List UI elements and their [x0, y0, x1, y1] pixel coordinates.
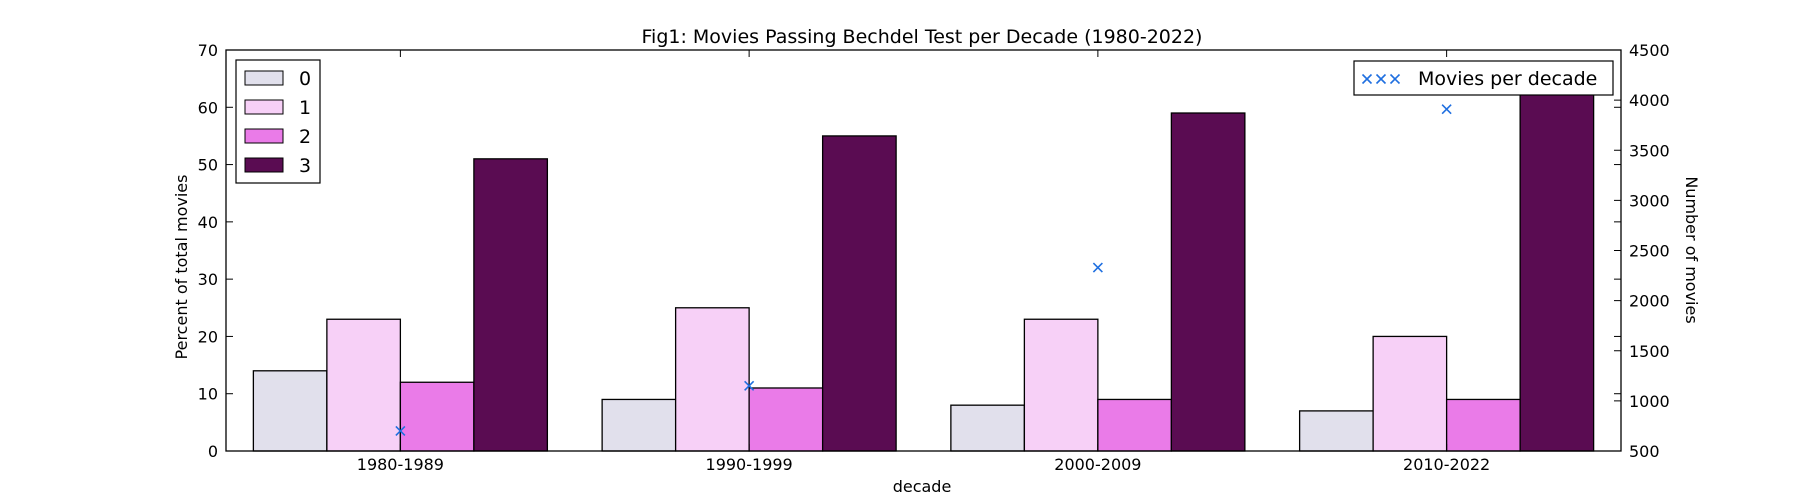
scatter-legend-box	[1353, 60, 1614, 96]
bar-series-3-1990-1999	[821, 135, 897, 452]
y-tick-right: 4500	[1629, 41, 1670, 60]
legend-swatch-3	[244, 157, 284, 173]
bar-series-0-2000-2009	[950, 404, 1026, 452]
bar-legend: 0 1 2 3	[235, 59, 321, 184]
legend-label-1: 1	[299, 97, 311, 119]
y-tick-right: 4000	[1629, 91, 1670, 110]
y-tick-right: 1500	[1629, 342, 1670, 361]
y-tick-left: 40	[198, 213, 218, 232]
y-axis-label-right: Number of movies	[1682, 176, 1701, 323]
legend-scatter-marker-0	[1361, 73, 1373, 85]
y-tick-left: 20	[198, 327, 218, 346]
legend-label-movies-per-decade: Movies per decade	[1418, 68, 1597, 90]
x-tick-label: 1990-1999	[706, 455, 793, 474]
y-tick-right: 2000	[1629, 292, 1670, 311]
bar-series-0-2010-2022	[1298, 410, 1374, 452]
tick-group: 0102030405060705001000150020002500300035…	[198, 41, 1670, 474]
legend-swatch-1	[244, 99, 284, 115]
y-tick-left: 30	[198, 270, 218, 289]
bar-series-2-1990-1999	[748, 387, 824, 452]
bar-series-1-2000-2009	[1023, 318, 1099, 452]
bar-series-3-2000-2009	[1170, 112, 1246, 452]
bar-series-0-1980-1989	[252, 370, 328, 452]
legend-label-3: 3	[299, 155, 311, 177]
bar-series-2-2000-2009	[1097, 398, 1173, 452]
bar-series-2-1980-1989	[399, 381, 475, 452]
y-tick-left: 70	[198, 41, 218, 60]
scatter-legend: Movies per decade	[1353, 60, 1614, 96]
bar-series-1-2010-2022	[1372, 335, 1448, 452]
scatter-group	[395, 104, 1452, 437]
legend-scatter-marker-2	[1389, 73, 1401, 85]
legend-label-0: 0	[299, 68, 311, 90]
y-tick-left: 10	[198, 385, 218, 404]
legend-label-2: 2	[299, 126, 311, 148]
scatter-point-1980-1989	[395, 425, 406, 437]
bar-series-3-1980-1989	[473, 158, 549, 452]
scatter-point-1990-1999	[744, 380, 755, 391]
legend-swatch-0	[244, 70, 284, 86]
y-tick-right: 3500	[1629, 141, 1670, 160]
y-tick-left: 60	[198, 98, 218, 117]
bar-series-0-1990-1999	[601, 398, 677, 452]
x-tick-label: 2000-2009	[1054, 455, 1141, 474]
y-tick-right: 3000	[1629, 191, 1670, 210]
scatter-point-2000-2009	[1092, 262, 1103, 273]
x-tick-label: 2010-2022	[1403, 455, 1490, 474]
legend-swatch-2	[244, 128, 284, 144]
x-tick-label: 1980-1989	[357, 455, 444, 474]
chart-title: Fig1: Movies Passing Bechdel Test per De…	[642, 26, 1203, 48]
bar-series-3-2010-2022	[1519, 83, 1595, 452]
scatter-point-2010-2022	[1441, 104, 1452, 115]
y-tick-right: 2500	[1629, 242, 1670, 261]
y-axis-label-left: Percent of total movies	[172, 175, 191, 360]
bar-series-2-2010-2022	[1445, 398, 1521, 452]
y-tick-left: 0	[208, 442, 218, 461]
bar-series-1-1980-1989	[326, 318, 402, 452]
y-tick-right: 500	[1629, 442, 1660, 461]
bar-group	[252, 83, 1595, 452]
y-tick-right: 1000	[1629, 392, 1670, 411]
x-axis-label: decade	[893, 477, 952, 496]
legend-scatter-marker-1	[1375, 73, 1387, 85]
bar-series-1-1990-1999	[674, 307, 750, 452]
y-tick-left: 50	[198, 156, 218, 175]
